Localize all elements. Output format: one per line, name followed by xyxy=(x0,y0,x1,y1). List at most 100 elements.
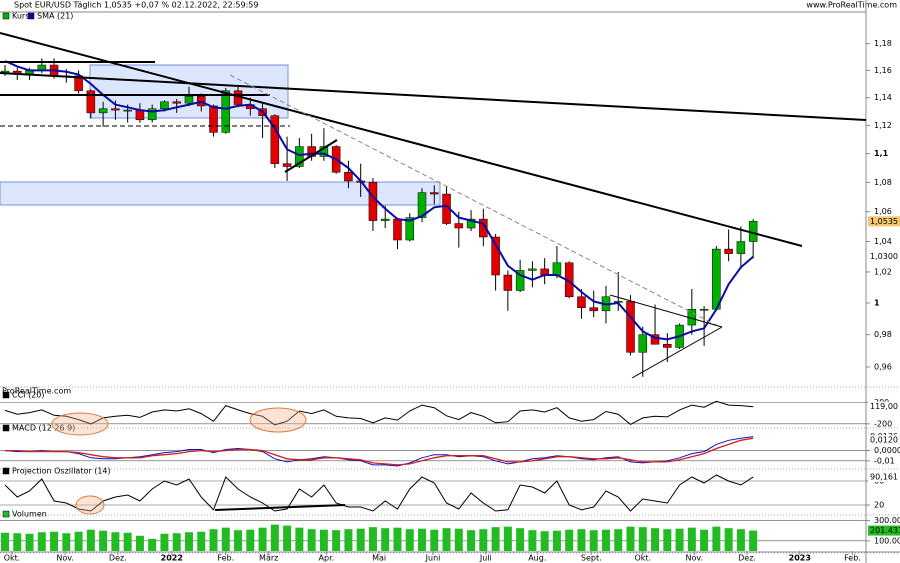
y-tick-label: 100.000 xyxy=(874,536,900,545)
bar xyxy=(368,527,377,551)
x-tick-label: 2022 xyxy=(161,554,183,563)
candle-body xyxy=(626,301,635,353)
candle-body xyxy=(295,146,304,167)
candle-body xyxy=(123,109,132,112)
bar xyxy=(123,532,132,551)
legend-swatch xyxy=(2,12,10,20)
candle-body xyxy=(209,105,218,133)
bar xyxy=(467,530,476,551)
trend-line xyxy=(609,294,723,328)
site: www.ProRealTime.com xyxy=(806,1,897,10)
legend-label: MACD (12 26 9) xyxy=(12,424,75,433)
candle-body xyxy=(650,334,660,345)
y-tick-label: 1,08 xyxy=(874,178,892,187)
legend-swatch xyxy=(27,12,35,20)
bar xyxy=(418,528,427,551)
x-tick-label: Nov. xyxy=(56,554,74,563)
bar xyxy=(454,528,463,551)
bar xyxy=(638,527,647,551)
candle-body xyxy=(638,334,648,353)
bar xyxy=(614,529,623,551)
y-tick-label: 1,16 xyxy=(874,66,892,75)
bar xyxy=(577,529,586,551)
bar xyxy=(13,533,22,551)
legend-label: Projection Oszillator (14) xyxy=(12,467,111,476)
legend-swatch xyxy=(2,510,10,518)
y-tick-label: 1,1 xyxy=(874,149,889,158)
candle-body xyxy=(663,344,672,348)
candle-body xyxy=(589,307,598,312)
x-tick-label: Juni xyxy=(425,554,441,563)
value-label: 119,00 xyxy=(870,402,898,411)
bar xyxy=(381,528,390,551)
bar xyxy=(736,529,745,551)
candle-body xyxy=(393,218,402,241)
drawings xyxy=(0,32,867,515)
bar xyxy=(234,530,243,551)
highlight xyxy=(249,407,307,433)
y-tick-label: 0,0000 xyxy=(874,446,900,455)
value-label: 0,0120 xyxy=(870,436,898,445)
candle-body xyxy=(344,172,353,182)
bar xyxy=(332,530,341,551)
bar xyxy=(172,533,181,551)
legend-swatch xyxy=(2,424,10,432)
x-tick-label: Okt. xyxy=(4,554,21,563)
x-tick-label: Okt. xyxy=(634,554,651,563)
bar xyxy=(528,530,537,551)
bar xyxy=(62,533,71,551)
bar xyxy=(50,531,59,551)
bar xyxy=(601,529,610,551)
bar xyxy=(700,529,709,551)
legend-swatch xyxy=(2,391,10,399)
candle-body xyxy=(712,248,721,310)
bar xyxy=(712,526,721,551)
bar xyxy=(111,532,120,551)
trend-line xyxy=(0,32,803,247)
trend-line xyxy=(284,139,338,173)
y-tick-label: 300.000 xyxy=(874,516,900,525)
trend-line xyxy=(214,504,346,511)
candle-body xyxy=(282,163,292,167)
bar xyxy=(675,528,684,551)
candle-body xyxy=(221,90,231,133)
y-tick-label: 1,04 xyxy=(874,237,892,246)
x-tick-label: Feb. xyxy=(217,554,234,563)
line xyxy=(5,437,754,466)
value-label-box xyxy=(868,471,900,482)
highlight xyxy=(75,495,105,515)
value-label-box xyxy=(868,216,900,227)
legend-label: SMA (21) xyxy=(37,12,73,21)
bar xyxy=(197,531,206,551)
candle-body xyxy=(111,108,120,111)
x-tick-label: Apr. xyxy=(319,554,335,563)
bar xyxy=(626,526,635,551)
candle-body xyxy=(528,268,537,271)
candle-body xyxy=(503,274,513,291)
value-label: 90,161 xyxy=(870,472,898,481)
value-label-box xyxy=(868,251,900,262)
bar xyxy=(503,526,512,551)
highlight xyxy=(51,412,109,436)
x-tick-label: Mai xyxy=(372,554,386,563)
y-tick-label: 0,98 xyxy=(874,330,892,339)
bar xyxy=(148,538,157,551)
candle-body xyxy=(491,236,500,276)
bar xyxy=(344,529,353,551)
legend-label: Kurs xyxy=(12,12,29,21)
legend-swatch xyxy=(2,467,10,475)
value-label: 201.431 xyxy=(870,526,900,535)
candle-body xyxy=(147,108,157,121)
value-label-box xyxy=(868,435,900,446)
candle-body xyxy=(454,223,464,229)
trend-line xyxy=(0,72,867,121)
candle-body xyxy=(172,101,181,104)
x-tick-label: Aug. xyxy=(528,554,546,563)
bar xyxy=(160,533,169,551)
trend-line xyxy=(631,326,723,379)
candle-body xyxy=(515,270,525,291)
legend-label: Volumen xyxy=(12,510,47,519)
y-tick-label: 1,02 xyxy=(874,267,892,276)
bar xyxy=(307,529,316,551)
bar xyxy=(491,527,500,551)
